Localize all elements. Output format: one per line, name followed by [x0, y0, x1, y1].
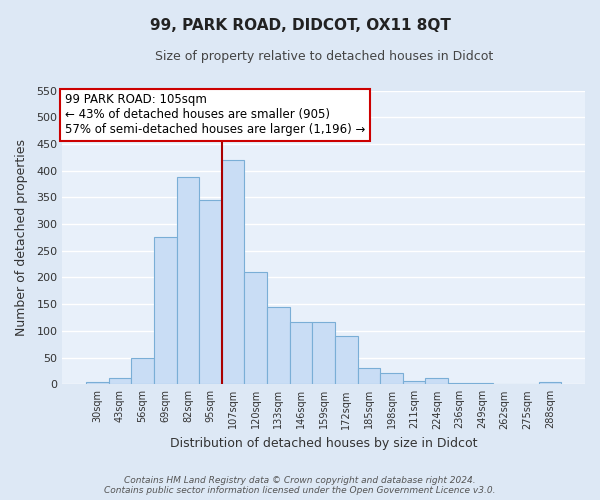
X-axis label: Distribution of detached houses by size in Didcot: Distribution of detached houses by size …: [170, 437, 478, 450]
Bar: [199, 200, 222, 384]
Bar: [471, 383, 493, 384]
Bar: [131, 358, 154, 384]
Title: Size of property relative to detached houses in Didcot: Size of property relative to detached ho…: [155, 50, 493, 63]
Bar: [313, 322, 335, 384]
Text: 99 PARK ROAD: 105sqm
← 43% of detached houses are smaller (905)
57% of semi-deta: 99 PARK ROAD: 105sqm ← 43% of detached h…: [65, 94, 365, 136]
Bar: [154, 238, 176, 384]
Bar: [448, 382, 471, 384]
Bar: [335, 336, 358, 384]
Bar: [539, 382, 561, 384]
Text: 99, PARK ROAD, DIDCOT, OX11 8QT: 99, PARK ROAD, DIDCOT, OX11 8QT: [149, 18, 451, 32]
Bar: [403, 381, 425, 384]
Bar: [267, 307, 290, 384]
Bar: [290, 322, 313, 384]
Bar: [380, 372, 403, 384]
Text: Contains HM Land Registry data © Crown copyright and database right 2024.
Contai: Contains HM Land Registry data © Crown c…: [104, 476, 496, 495]
Bar: [176, 177, 199, 384]
Bar: [86, 382, 109, 384]
Bar: [222, 160, 244, 384]
Bar: [358, 368, 380, 384]
Bar: [244, 272, 267, 384]
Bar: [109, 378, 131, 384]
Y-axis label: Number of detached properties: Number of detached properties: [15, 139, 28, 336]
Bar: [425, 378, 448, 384]
